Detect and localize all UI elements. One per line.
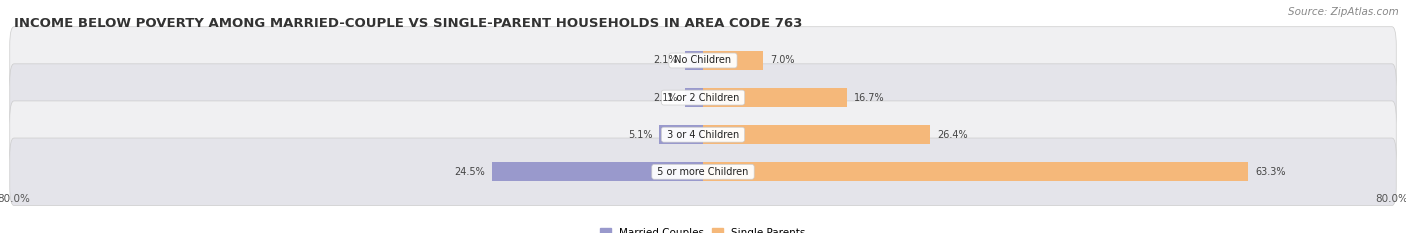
Bar	[685, 51, 703, 70]
Bar	[703, 88, 846, 107]
Text: 5 or more Children: 5 or more Children	[654, 167, 752, 177]
Text: Source: ZipAtlas.com: Source: ZipAtlas.com	[1288, 7, 1399, 17]
FancyBboxPatch shape	[10, 101, 1396, 168]
Bar	[703, 162, 1249, 182]
Bar	[703, 51, 763, 70]
Text: 1 or 2 Children: 1 or 2 Children	[664, 93, 742, 103]
Text: 16.7%: 16.7%	[853, 93, 884, 103]
Text: 26.4%: 26.4%	[938, 130, 967, 140]
Text: 2.1%: 2.1%	[654, 93, 678, 103]
Legend: Married Couples, Single Parents: Married Couples, Single Parents	[600, 228, 806, 233]
FancyBboxPatch shape	[10, 138, 1396, 206]
Text: 24.5%: 24.5%	[454, 167, 485, 177]
Text: 7.0%: 7.0%	[770, 55, 794, 65]
FancyBboxPatch shape	[10, 64, 1396, 131]
FancyBboxPatch shape	[10, 27, 1396, 94]
Text: 5.1%: 5.1%	[627, 130, 652, 140]
Bar	[492, 162, 703, 182]
Bar	[703, 125, 931, 144]
Text: 2.1%: 2.1%	[654, 55, 678, 65]
Text: 63.3%: 63.3%	[1256, 167, 1285, 177]
Text: No Children: No Children	[672, 55, 734, 65]
Text: INCOME BELOW POVERTY AMONG MARRIED-COUPLE VS SINGLE-PARENT HOUSEHOLDS IN AREA CO: INCOME BELOW POVERTY AMONG MARRIED-COUPL…	[14, 17, 803, 30]
Bar	[659, 125, 703, 144]
Bar	[685, 88, 703, 107]
Text: 3 or 4 Children: 3 or 4 Children	[664, 130, 742, 140]
